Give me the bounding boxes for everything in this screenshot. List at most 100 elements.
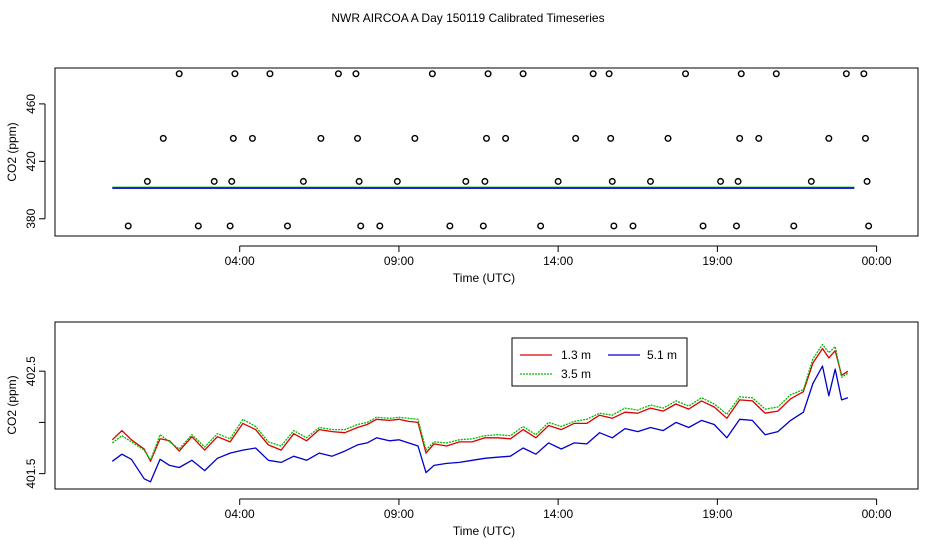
panel-calibration: 380 420 460 04:00 09:00 14:00 19:00 00:00 CO2 … [5,67,919,285]
calibration-point [682,70,690,78]
calibration-point [790,222,798,230]
calibration-point [842,70,850,78]
calibration-point [283,222,291,230]
calibration-point [484,70,492,78]
calibration-point [481,177,489,185]
calibration-point [825,134,833,142]
calibration-point [462,177,470,185]
x-tick-label: 09:00 [384,254,414,268]
calibration-point [446,222,454,230]
y-tick-label: 420 [24,151,38,171]
x-tick-label: 04:00 [225,507,255,521]
calibration-point [175,70,183,78]
calibration-point [428,70,436,78]
calibration-point [860,70,868,78]
calibration-point [664,134,672,142]
calibration-point [699,222,707,230]
legend: 1.3 m 5.1 m 3.5 m [511,337,688,387]
calibration-point [537,222,545,230]
calibration-point [159,134,167,142]
calibration-point [411,134,419,142]
panel-timeseries: 401.5 402.5 04:00 09:00 14:00 19:00 00:00 CO2… [5,321,919,538]
calibration-point [483,134,491,142]
calibration-point [266,70,274,78]
calibration-point [334,70,342,78]
calibration-point [572,134,580,142]
x-axis-bottom: 04:00 09:00 14:00 19:00 00:00 [225,498,892,521]
y-axis-top: 380 420 460 [24,94,46,229]
y-axis-label-bottom: CO2 (ppm) [5,375,19,434]
calibration-point [229,134,237,142]
y-tick-label: 460 [24,94,38,114]
calibration-point [352,70,360,78]
x-tick-label: 19:00 [702,507,732,521]
calibration-point [357,222,365,230]
calibration-points [124,70,873,230]
calibration-point [124,222,132,230]
calibration-point [354,134,362,142]
calibration-point [248,134,256,142]
calibration-point [610,222,618,230]
calibration-point [479,222,487,230]
calibration-point [736,134,744,142]
calibration-point [231,70,239,78]
x-tick-label: 00:00 [862,254,892,268]
calibration-point [865,222,873,230]
x-tick-label: 19:00 [702,254,732,268]
calibration-point [607,134,615,142]
calibration-point [228,177,236,185]
calibration-point [608,177,616,185]
calibration-point [355,177,363,185]
calibration-point [863,177,871,185]
calibration-point [317,134,325,142]
figure-title: NWR AIRCOA A Day 150119 Calibrated Times… [331,11,604,25]
legend-label-3-5m: 3.5 m [561,367,591,381]
calibration-point [734,177,742,185]
calibration-point [299,177,307,185]
calibration-point [861,134,869,142]
y-tick-label: 380 [24,208,38,228]
x-tick-label: 14:00 [543,254,573,268]
x-tick-label: 00:00 [862,507,892,521]
x-tick-label: 04:00 [225,254,255,268]
calibration-point [807,177,815,185]
calibration-point [737,70,745,78]
calibration-point [647,177,655,185]
x-axis-top: 04:00 09:00 14:00 19:00 00:00 [225,245,892,268]
y-tick-label: 402.5 [24,356,38,386]
plot-box-bottom [54,321,919,490]
calibration-point [554,177,562,185]
calibration-point [376,222,384,230]
calibration-point [772,70,780,78]
x-tick-label: 14:00 [543,507,573,521]
calibration-point [226,222,234,230]
baseline-series [112,186,855,189]
calibration-point [194,222,202,230]
x-tick-label: 09:00 [384,507,414,521]
calibration-point [519,70,527,78]
legend-label-5-1m: 5.1 m [647,348,677,362]
calibration-point [589,70,597,78]
series-line-5-1-m [111,365,849,483]
calibration-point [143,177,151,185]
legend-label-1-3m: 1.3 m [561,348,591,362]
series-line-1-3-m [111,347,849,462]
calibration-point [629,222,637,230]
plot-box-top [54,67,919,237]
calibration-point [732,222,740,230]
series-line-3-5-m [111,343,849,461]
y-axis-bottom: 401.5 402.5 [24,356,46,489]
series-lines [111,343,849,483]
calibration-point [502,134,510,142]
y-tick-label: 401.5 [24,458,38,488]
legend-box [511,337,688,387]
calibration-point [755,134,763,142]
x-axis-label-bottom: Time (UTC) [453,524,515,538]
y-axis-label-top: CO2 (ppm) [5,122,19,181]
calibration-point [717,177,725,185]
calibration-point [393,177,401,185]
x-axis-label-top: Time (UTC) [453,271,515,285]
calibration-point [605,70,613,78]
calibration-point [210,177,218,185]
